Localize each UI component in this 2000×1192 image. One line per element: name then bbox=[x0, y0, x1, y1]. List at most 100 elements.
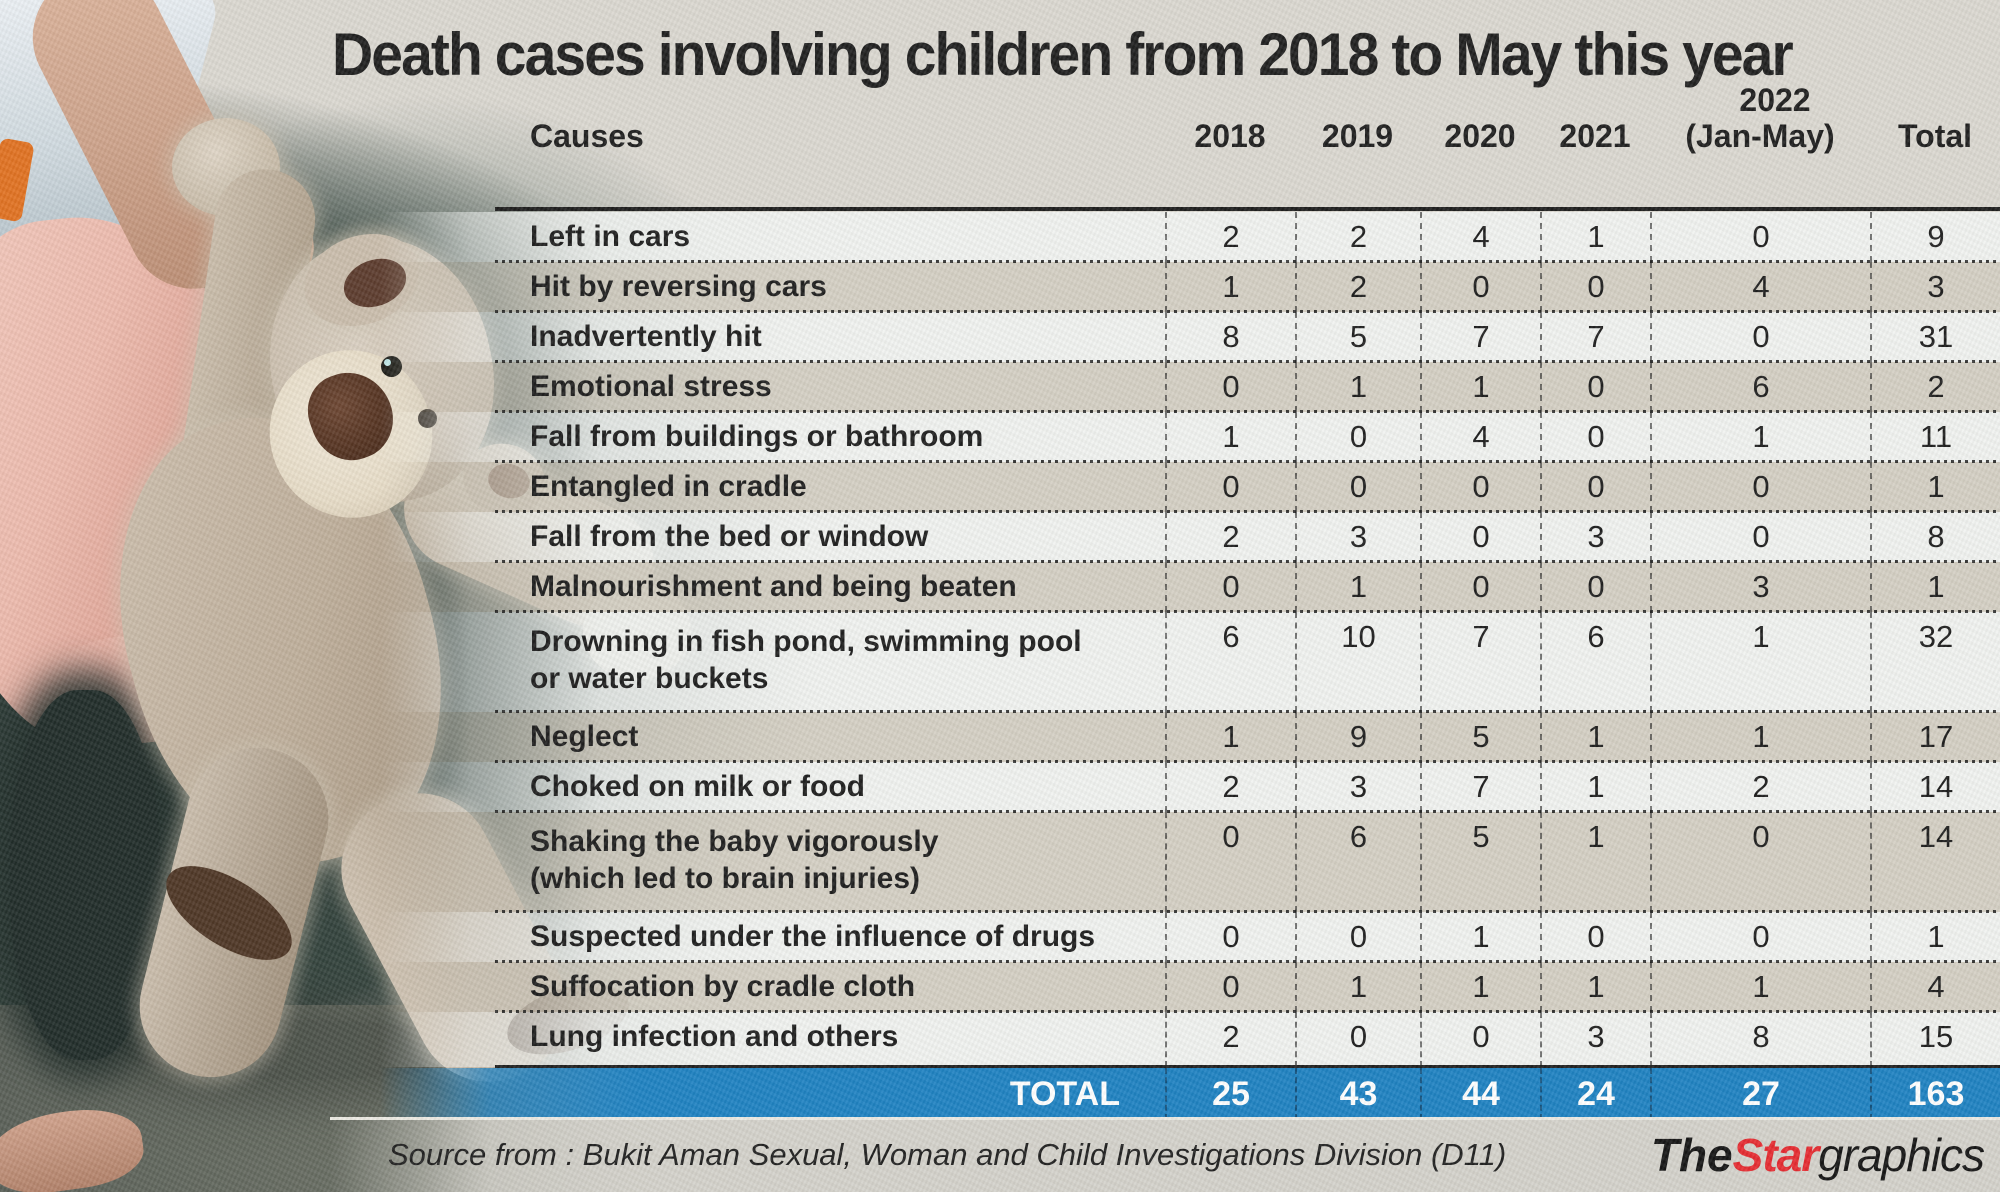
value-cell: 3 bbox=[1295, 512, 1420, 562]
value-cell: 1 bbox=[1420, 912, 1540, 962]
value-cell: 1 bbox=[1650, 412, 1870, 462]
table-row: Suspected under the influence of drugs 0 0… bbox=[380, 910, 2000, 962]
value-cell: 0 bbox=[1540, 412, 1650, 462]
value-cell: 7 bbox=[1420, 762, 1540, 812]
value-cell: 0 bbox=[1540, 912, 1650, 962]
value-cell: 2 bbox=[1650, 762, 1870, 812]
value-cell: 11 bbox=[1870, 412, 2000, 462]
thestar-graphics-logo: TheStargraphics bbox=[1650, 1120, 1985, 1190]
value-cell: 2 bbox=[1165, 212, 1295, 262]
value-cell: 2 bbox=[1870, 362, 2000, 412]
value-cell: 5 bbox=[1420, 812, 1540, 912]
value-cell: 0 bbox=[1165, 912, 1295, 962]
value-cell: 4 bbox=[1650, 262, 1870, 312]
table-row: Fall from the bed or window 2 3 0 3 0 8 bbox=[380, 510, 2000, 562]
value-cell: 1 bbox=[1870, 562, 2000, 612]
total-row: TOTAL 25 43 44 24 27 163 bbox=[380, 1068, 2000, 1120]
child-leg-shadow-shape bbox=[10, 690, 160, 1060]
logo-star: Star bbox=[1732, 1129, 1819, 1181]
year-column-headers: 2018 2019 2020 2021 (Jan-May) Total bbox=[1165, 118, 2000, 155]
value-cell: 0 bbox=[1165, 812, 1295, 912]
value-cell: 1 bbox=[1165, 412, 1295, 462]
value-cell: 0 bbox=[1295, 462, 1420, 512]
total-value-cell: 25 bbox=[1165, 1068, 1295, 1120]
table-row: Malnourishment and being beaten 0 1 0 0 3 1 bbox=[380, 560, 2000, 612]
value-cell: 31 bbox=[1870, 312, 2000, 362]
value-cell: 2 bbox=[1165, 1012, 1295, 1067]
value-cell: 0 bbox=[1650, 312, 1870, 362]
value-cell: 5 bbox=[1420, 712, 1540, 762]
cause-label: Suffocation by cradle cloth bbox=[530, 970, 916, 1003]
page-title: Death cases involving children from 2018… bbox=[332, 21, 1794, 88]
logo-the: The bbox=[1650, 1129, 1733, 1181]
table-row: Left in cars 2 2 4 1 0 9 bbox=[380, 212, 2000, 262]
value-cell: 8 bbox=[1650, 1012, 1870, 1067]
cause-label: Suspected under the influence of drugs bbox=[530, 920, 1096, 953]
value-cell: 3 bbox=[1540, 1012, 1650, 1067]
value-cell: 0 bbox=[1540, 462, 1650, 512]
causes-column-header: Causes bbox=[530, 118, 644, 154]
value-cell: 2 bbox=[1295, 262, 1420, 312]
value-cell: 4 bbox=[1420, 212, 1540, 262]
value-cell: 0 bbox=[1295, 412, 1420, 462]
source-bar: Source from : Bukit Aman Sexual, Woman a… bbox=[330, 1117, 2000, 1192]
value-cell: 1 bbox=[1870, 912, 2000, 962]
value-cell: 1 bbox=[1540, 212, 1650, 262]
value-cell: 2 bbox=[1165, 512, 1295, 562]
total-value-cell: 43 bbox=[1295, 1068, 1420, 1120]
value-cell: 6 bbox=[1295, 812, 1420, 912]
value-cell: 0 bbox=[1295, 1012, 1420, 1067]
value-cell: 1 bbox=[1650, 962, 1870, 1012]
value-cell: 0 bbox=[1540, 562, 1650, 612]
death-cases-table: Causes 2022 2018 2019 2020 2021 (Jan-May) Tot… bbox=[380, 82, 2000, 1120]
value-cell: 14 bbox=[1870, 812, 2000, 912]
value-cell: 10 bbox=[1295, 612, 1420, 712]
value-cell: 0 bbox=[1540, 262, 1650, 312]
cause-label: Entangled in cradle bbox=[530, 470, 807, 503]
value-cell: 7 bbox=[1420, 612, 1540, 712]
value-cell: 1 bbox=[1165, 262, 1295, 312]
value-cell: 2 bbox=[1295, 212, 1420, 262]
cause-label: Emotional stress bbox=[530, 370, 772, 403]
value-cell: 1 bbox=[1420, 362, 1540, 412]
value-cell: 7 bbox=[1540, 312, 1650, 362]
total-label: TOTAL bbox=[1009, 1075, 1120, 1113]
table-row: Shaking the baby vigorously (which led to… bbox=[380, 810, 2000, 912]
value-cell: 4 bbox=[1870, 962, 2000, 1012]
value-cell: 1 bbox=[1540, 962, 1650, 1012]
table-row: Lung infection and others 2 0 0 3 8 15 bbox=[380, 1010, 2000, 1067]
cause-label: Fall from the bed or window bbox=[530, 520, 929, 553]
cause-label: Fall from buildings or bathroom bbox=[530, 420, 984, 453]
cause-label: Left in cars bbox=[530, 220, 691, 253]
column-header: 2020 bbox=[1444, 118, 1516, 154]
total-value-cell: 44 bbox=[1420, 1068, 1540, 1120]
value-cell: 3 bbox=[1540, 512, 1650, 562]
value-cell: 7 bbox=[1420, 312, 1540, 362]
cause-label: Drowning in fish pond, swimming pool or w… bbox=[530, 625, 1082, 695]
value-cell: 1 bbox=[1540, 762, 1650, 812]
total-value-cell: 163 bbox=[1870, 1068, 2000, 1120]
value-cell: 1 bbox=[1295, 362, 1420, 412]
value-cell: 1 bbox=[1295, 562, 1420, 612]
cause-label: Lung infection and others bbox=[530, 1020, 899, 1053]
value-cell: 0 bbox=[1420, 462, 1540, 512]
value-cell: 0 bbox=[1420, 562, 1540, 612]
value-cell: 0 bbox=[1420, 262, 1540, 312]
table-row: Hit by reversing cars 1 2 0 0 4 3 bbox=[380, 260, 2000, 312]
value-cell: 1 bbox=[1650, 712, 1870, 762]
value-cell: 1 bbox=[1650, 612, 1870, 712]
value-cell: 2 bbox=[1165, 762, 1295, 812]
value-cell: 0 bbox=[1650, 512, 1870, 562]
value-cell: 14 bbox=[1870, 762, 2000, 812]
header-underline bbox=[495, 207, 2000, 211]
value-cell: 0 bbox=[1650, 212, 1870, 262]
value-cell: 32 bbox=[1870, 612, 2000, 712]
value-cell: 0 bbox=[1420, 1012, 1540, 1067]
cause-label: Inadvertently hit bbox=[530, 320, 762, 353]
column-header: 2021 bbox=[1559, 118, 1631, 154]
table-row: Suffocation by cradle cloth 0 1 1 1 1 4 bbox=[380, 960, 2000, 1012]
value-cell: 5 bbox=[1295, 312, 1420, 362]
column-header: 2018 bbox=[1194, 118, 1266, 154]
table-row: Emotional stress 0 1 1 0 6 2 bbox=[380, 360, 2000, 412]
